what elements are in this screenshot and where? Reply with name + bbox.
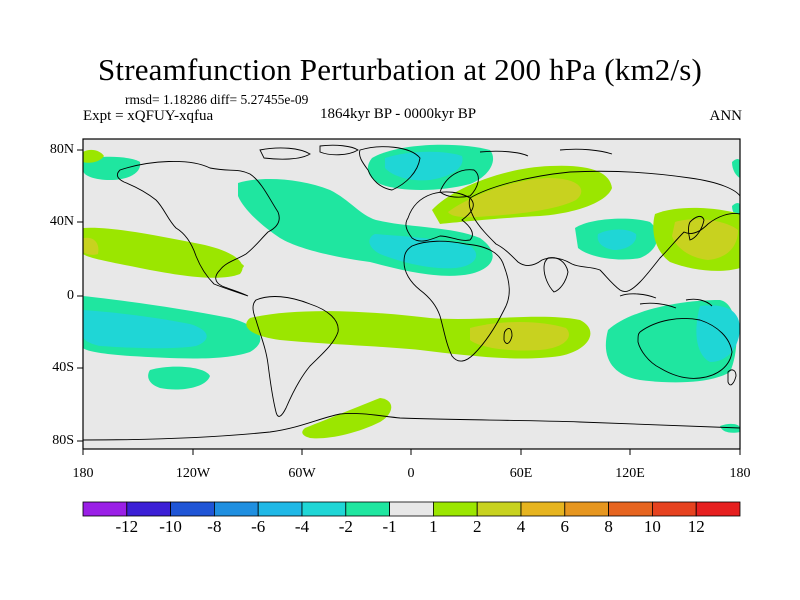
colorbar-label: 6 [560,517,570,536]
contour-neg-antarctic-east [720,423,740,433]
contour-neg-arctic-west [83,156,141,180]
colorbar [82,501,741,517]
coast-europe [405,191,474,242]
contour-neg-south-pacific-core [83,310,207,349]
coast-india [543,257,569,293]
colorbar-label: 2 [472,517,482,536]
contour-neg-north-atlantic-core [369,234,477,269]
colorbar-label: 1 [429,517,438,536]
coast-indonesia [619,293,713,309]
coast-africa [403,240,510,362]
colorbar-swatch [126,501,172,517]
colorbar-swatch [82,501,128,517]
colorbar-label: 12 [687,517,705,536]
coast-japan [688,215,705,241]
coast-arctic-islands [259,144,613,160]
experiment-text: Expt = xQFUY-xqfua [83,108,214,124]
colorbar-label: -1 [382,517,397,536]
colorbar-swatch [652,501,697,517]
contour-neg-east-asia-core [597,229,637,250]
coastlines [83,144,740,441]
lon-label-120e: 120E [615,466,645,481]
contour-pos-north-pacific [83,227,243,278]
colorbar-label: -8 [207,517,222,536]
colorbar-swatch [345,501,390,517]
lat-label-80n: 80N [49,142,74,157]
rmsd-text: rmsd= 1.18286 diff= 5.27455e-09 [125,92,309,107]
colorbar-label: -2 [338,517,353,536]
lat-label-40s: 40S [52,360,74,375]
colorbar-label: 10 [643,517,661,536]
contour-neg-greenland-core [385,151,463,181]
coast-antarctica [83,413,740,441]
coast-australia [637,318,733,379]
coast-greenland [359,146,421,191]
colorbar-swatch [432,501,478,517]
contour-pos-southern-ocean [302,398,392,439]
colorbar-label: 4 [516,517,526,536]
axis-ticks [77,149,741,455]
colorbar-swatch [608,501,653,517]
colorbar-swatch [695,501,741,517]
period-text: 1864kyr BP - 0000kyr BP [320,106,477,122]
contour-neg-south-pacific-small [148,366,210,390]
colorbar-swatch [301,501,347,517]
contour-pos-africa-core [470,322,569,351]
lat-label-80s: 80S [52,433,74,448]
contour-pos-arctic-north [83,149,104,163]
contour-neg-east-pacific-north [732,159,740,178]
lat-label-40n: 40N [49,214,74,229]
contour-fields [83,144,740,439]
coast-north-america [116,161,280,297]
coast-south-america [252,296,339,417]
colorbar-label: -10 [159,517,182,536]
contour-neg-australia-core [696,305,740,362]
contour-pos-small-pacific [205,259,244,274]
colorbar-swatch [520,501,566,517]
colorbar-swatch [564,501,609,517]
contour-pos-north-pacific-core [83,237,99,255]
coast-asia [468,170,740,293]
contour-pos-eurasia-core [448,178,582,218]
colorbar-swatch [213,501,259,517]
lon-label-120w: 120W [175,466,211,481]
coast-madagascar [503,327,513,344]
colorbar-label: -12 [115,517,139,536]
coast-scandinavia [439,169,479,198]
lon-label-180w: 180 [72,466,94,481]
colorbar-swatch [389,501,434,517]
lon-label-60e: 60E [509,466,533,481]
lon-label-180e: 180 [729,466,751,481]
colorbar-label: 8 [604,517,613,536]
coast-new-zealand [727,369,737,386]
map-title: Streamfunction Perturbation at 200 hPa (… [97,52,703,87]
lon-label-60w: 60W [288,466,316,481]
season-text: ANN [709,108,743,124]
colorbar-label: -4 [294,517,310,536]
colorbar-label: -6 [251,517,266,536]
lat-label-0: 0 [67,288,74,303]
colorbar-swatch [476,501,522,517]
colorbar-swatch [170,501,215,517]
colorbar-swatch [257,501,303,517]
lon-label-0: 0 [407,466,415,481]
